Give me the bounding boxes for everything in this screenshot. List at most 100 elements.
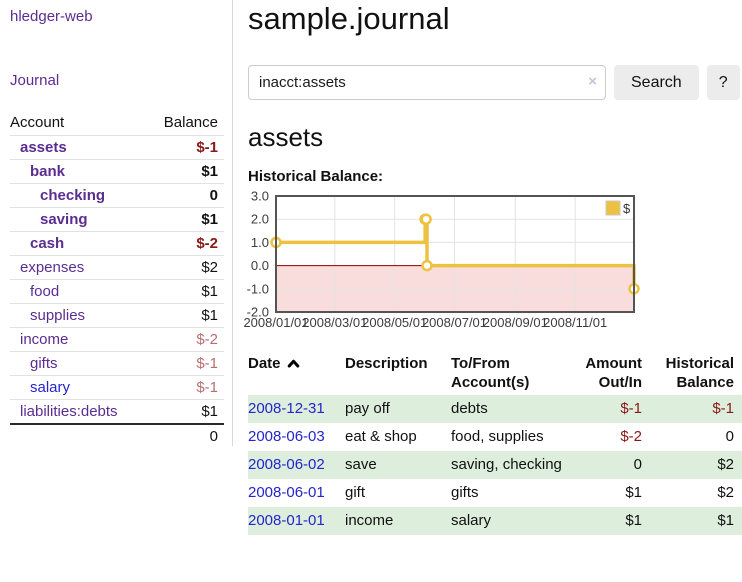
transaction-accounts: debts <box>451 400 488 418</box>
sidebar-nav: Journal <box>10 72 224 90</box>
account-link-cash[interactable]: cash <box>30 235 65 252</box>
account-link-liabilities-debts[interactable]: liabilities:debts <box>20 403 118 420</box>
transaction-row: 2008-06-03 eat & shop food, supplies $-2 0 <box>248 423 742 451</box>
account-balance: $-1 <box>196 139 218 156</box>
historical-balance-chart: $3.0 2.0 1.0 0.0 -1.0 -2.0 2008/01/01 2008/03/0… <box>242 188 742 332</box>
transaction-balance: $-1 <box>712 400 734 418</box>
transaction-balance: 0 <box>725 428 734 446</box>
account-balance: $-1 <box>196 355 218 372</box>
search-row: × Search ? <box>248 65 742 101</box>
help-button[interactable]: ? <box>706 65 740 101</box>
account-row: income $-2 <box>10 327 224 351</box>
amount-column-header: Amount Out/In <box>585 355 642 392</box>
account-balance: $-2 <box>196 331 218 348</box>
transaction-balance: $1 <box>717 512 734 530</box>
x-axis-tick-label: 2008/01/01 <box>243 315 308 330</box>
y-axis-tick-label: 0.0 <box>251 258 269 273</box>
accounts-table-header: Account Balance <box>10 111 224 135</box>
account-row: expenses $2 <box>10 255 224 279</box>
account-balance: $1 <box>201 211 218 228</box>
transaction-row: 2008-06-02 save saving, checking 0 $2 <box>248 451 742 480</box>
account-link-assets[interactable]: assets <box>20 139 67 156</box>
account-link-bank[interactable]: bank <box>30 163 66 180</box>
transaction-date-link[interactable]: 2008-06-03 <box>248 428 325 446</box>
nav-journal-link[interactable]: Journal <box>10 72 60 89</box>
transaction-description: pay off <box>345 400 390 418</box>
transaction-amount: $-1 <box>620 400 642 418</box>
transaction-description: eat & shop <box>345 428 417 446</box>
transaction-row: 2008-06-01 gift gifts $1 $2 <box>248 479 742 507</box>
account-row: assets $-1 <box>10 135 224 159</box>
account-column-header: Account <box>10 114 65 131</box>
account-row: food $1 <box>10 279 224 303</box>
account-row: saving $1 <box>10 207 224 231</box>
x-axis-tick-label: 2008/11/01 <box>543 315 607 330</box>
transaction-accounts: saving, checking <box>451 456 562 474</box>
account-balance: $1 <box>201 307 218 324</box>
transaction-date-link[interactable]: 2008-06-01 <box>248 484 325 502</box>
x-axis-tick-label: 2008/05/01 <box>362 315 427 330</box>
account-link-supplies[interactable]: supplies <box>30 307 86 324</box>
clear-search-icon[interactable]: × <box>588 73 597 91</box>
account-balance: $1 <box>201 283 218 300</box>
account-balance: $1 <box>201 163 218 180</box>
data-point-marker <box>421 259 433 272</box>
account-balance: $-2 <box>196 235 218 252</box>
description-column-header: Description <box>345 355 428 373</box>
search-box: × <box>248 65 606 101</box>
transaction-balance: $2 <box>717 456 734 474</box>
legend-swatch <box>605 200 621 216</box>
search-button[interactable]: Search <box>614 65 699 101</box>
account-link-income[interactable]: income <box>20 331 69 348</box>
x-axis-tick-label: 2008/09/01 <box>483 315 548 330</box>
balance-column-header: Historical Balance <box>665 355 734 392</box>
account-link-saving[interactable]: saving <box>40 211 88 228</box>
search-input[interactable] <box>248 65 606 101</box>
account-row: salary $-1 <box>10 375 224 399</box>
transaction-date-link[interactable]: 2008-01-01 <box>248 512 325 530</box>
transaction-amount: $-2 <box>620 428 642 446</box>
app-title-link[interactable]: hledger-web <box>10 8 93 25</box>
register-header-row: Date Description To/From Account(s) Amou… <box>248 351 742 395</box>
y-axis-tick-label: -2.0 <box>247 305 269 320</box>
transaction-row: 2008-01-01 income salary $1 $1 <box>248 507 742 536</box>
transaction-amount: $1 <box>625 512 642 530</box>
account-row: cash $-2 <box>10 231 224 255</box>
account-row: supplies $1 <box>10 303 224 327</box>
x-axis-tick-label: 2008/03/01 <box>302 315 367 330</box>
account-link-food[interactable]: food <box>30 283 60 300</box>
transaction-date-link[interactable]: 2008-12-31 <box>248 400 325 418</box>
sidebar: hledger-web Journal Account Balance asse… <box>0 0 233 446</box>
account-row: gifts $-1 <box>10 351 224 375</box>
transaction-description: gift <box>345 484 366 502</box>
transaction-description: save <box>345 456 377 474</box>
account-link-expenses[interactable]: expenses <box>20 259 85 276</box>
x-axis-tick-label: 2008/07/01 <box>422 315 487 330</box>
account-link-checking[interactable]: checking <box>40 187 106 204</box>
y-axis-tick-label: 1.0 <box>251 235 269 250</box>
accounts-table: Account Balance assets $-1 bank $1 checking 0… <box>10 111 224 448</box>
data-point-marker <box>420 213 432 226</box>
account-row: checking 0 <box>10 183 224 207</box>
account-balance: 0 <box>209 187 218 204</box>
account-balance: $1 <box>201 403 218 420</box>
register-table: Date Description To/From Account(s) Amou… <box>248 351 742 536</box>
transaction-accounts: salary <box>451 512 492 530</box>
transaction-row: 2008-12-31 pay off debts $-1 $-1 <box>248 395 742 424</box>
transaction-accounts: food, supplies <box>451 428 544 446</box>
page-title: sample.journal <box>248 1 450 36</box>
account-link-gifts[interactable]: gifts <box>30 355 58 372</box>
transaction-description: income <box>345 512 394 530</box>
date-column-header[interactable]: Date <box>248 351 345 395</box>
sort-ascending-icon <box>287 359 299 368</box>
page: hledger-web Journal Account Balance asse… <box>0 0 742 536</box>
accounts-column-header: To/From Account(s) <box>451 355 530 392</box>
accounts-rows: assets $-1 bank $1 checking 0 saving $1 cash $-2 e… <box>10 135 224 423</box>
y-axis-tick-label: 2.0 <box>251 212 269 227</box>
account-balance: $-1 <box>196 379 218 396</box>
account-link-salary[interactable]: salary <box>30 379 71 396</box>
account-row: bank $1 <box>10 159 224 183</box>
legend-label: $ <box>623 201 631 216</box>
transaction-accounts: gifts <box>451 484 479 502</box>
transaction-date-link[interactable]: 2008-06-02 <box>248 456 325 474</box>
